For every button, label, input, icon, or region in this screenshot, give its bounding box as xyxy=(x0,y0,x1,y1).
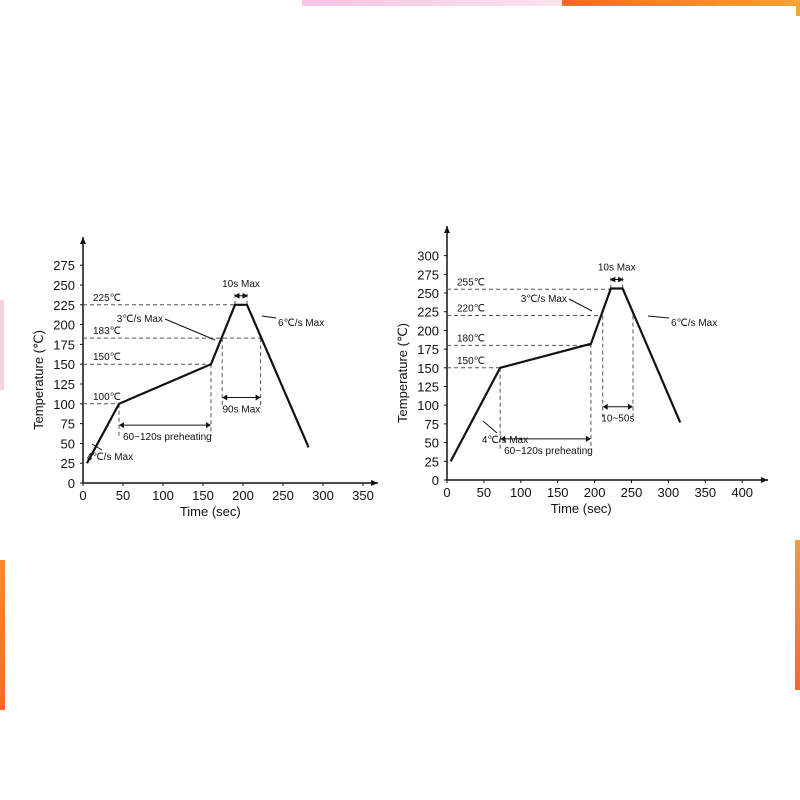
chart2-y-tick-label: 25 xyxy=(425,454,439,469)
chart2-x-tick-label: 50 xyxy=(477,485,491,500)
chart1-x-axis-label: Time (sec) xyxy=(180,504,241,519)
chart1-y-tick-label: 275 xyxy=(53,258,75,273)
chart1-y-tick-label: 75 xyxy=(61,417,75,432)
chart1-level-label: 225℃ xyxy=(93,293,121,304)
chart1-x-tick-label: 50 xyxy=(116,488,130,503)
chart1-x-tick-label: 300 xyxy=(312,488,334,503)
chart1-x-tick-label: 250 xyxy=(272,488,294,503)
chart2-y-tick-label: 150 xyxy=(417,361,439,376)
chart1-x-tick-label: 0 xyxy=(79,488,86,503)
chart2-y-tick-label: 125 xyxy=(417,380,439,395)
chart1-initial-ramp-label: 4℃/s Max xyxy=(87,452,133,463)
chart2-y-tick-label: 250 xyxy=(417,286,439,301)
chart2-x-tick-label: 350 xyxy=(694,485,716,500)
chart1-ramp-up-label: 3℃/s Max xyxy=(117,314,163,325)
chart2-initial-ramp-pointer xyxy=(482,420,498,434)
chart2-liquidus-label: 10~50s xyxy=(601,414,634,425)
chart1-preheat-label: 60~120s preheating xyxy=(123,432,212,443)
chart1-y-tick-label: 200 xyxy=(53,318,75,333)
chart2-x-axis-label: Time (sec) xyxy=(551,501,612,516)
chart2-x-tick-label: 300 xyxy=(658,485,680,500)
chart1-peak-label: 10s Max xyxy=(222,279,260,290)
chart2-y-tick-label: 75 xyxy=(425,417,439,432)
chart2-x-tick-label: 250 xyxy=(621,485,643,500)
chart1-ramp-down-label: 6℃/s Max xyxy=(278,318,324,329)
chart2-level-label: 255℃ xyxy=(457,277,485,288)
chart2-y-tick-label: 200 xyxy=(417,323,439,338)
chart2-peak-label: 10s Max xyxy=(598,263,636,274)
chart1-y-tick-label: 225 xyxy=(53,298,75,313)
decor-edge-left-pink xyxy=(0,300,4,390)
chart1-x-tick-label: 150 xyxy=(192,488,214,503)
chart2-y-tick-label: 50 xyxy=(425,436,439,451)
chart2-x-tick-label: 400 xyxy=(731,485,753,500)
decor-edge-right xyxy=(795,540,800,690)
decor-edge-left xyxy=(0,560,5,710)
chart2-y-tick-label: 300 xyxy=(417,249,439,264)
chart1-y-tick-label: 125 xyxy=(53,377,75,392)
chart2-ramp-up-label: 3℃/s Max xyxy=(521,294,567,305)
chart2-ramp-up-pointer xyxy=(568,298,593,312)
chart2-y-axis-arrow xyxy=(444,226,450,233)
chart1-ramp-down-pointer xyxy=(261,315,277,319)
chart1-ramp-up-pointer xyxy=(164,318,216,341)
chart1-y-axis-arrow xyxy=(80,237,86,244)
chart2-y-tick-label: 0 xyxy=(432,473,439,488)
chart2-profile-line xyxy=(449,287,682,462)
chart2-level-label: 220℃ xyxy=(457,303,485,314)
chart1-x-tick-label: 100 xyxy=(152,488,174,503)
chart2-y-tick-label: 275 xyxy=(417,267,439,282)
chart2-y-axis-label: Temperature (℃) xyxy=(395,323,410,423)
chart1-initial-ramp-pointer xyxy=(91,443,103,451)
chart2-ramp-down-pointer xyxy=(647,315,670,319)
chart2-initial-ramp-label: 4℃/s Max xyxy=(482,435,528,446)
chart1-x-tick-label: 200 xyxy=(232,488,254,503)
chart1-x-tick-label: 350 xyxy=(352,488,374,503)
chart1-level-label: 150℃ xyxy=(93,352,121,363)
chart1-y-tick-label: 175 xyxy=(53,337,75,352)
chart2-preheat-label: 60~120s preheating xyxy=(504,446,593,457)
chart1-x-axis-arrow xyxy=(371,480,378,486)
chart2-x-tick-label: 100 xyxy=(510,485,532,500)
chart1-y-tick-label: 100 xyxy=(53,397,75,412)
chart2-y-tick-label: 225 xyxy=(417,305,439,320)
chart2-peak-arrow xyxy=(609,276,624,283)
chart2-x-tick-label: 150 xyxy=(547,485,569,500)
chart1-y-tick-label: 50 xyxy=(61,436,75,451)
chart1-level-label: 183℃ xyxy=(93,326,121,337)
chart1-profile-line xyxy=(86,303,310,464)
chart1-liquidus-label: 90s Max xyxy=(223,404,261,415)
chart1-level-label: 100℃ xyxy=(93,392,121,403)
chart1-y-axis-label: Temperature (℃) xyxy=(31,330,46,430)
chart1-peak-arrow xyxy=(233,292,249,299)
decor-strip-pink xyxy=(302,0,562,6)
chart2-y-tick-label: 100 xyxy=(417,398,439,413)
chart2-y-tick-label: 175 xyxy=(417,342,439,357)
chart2-x-tick-label: 200 xyxy=(584,485,606,500)
decor-strip-corner xyxy=(796,6,800,16)
chart1-y-tick-label: 150 xyxy=(53,357,75,372)
chart2-level-label: 150℃ xyxy=(457,356,485,367)
chart2-x-axis-arrow xyxy=(761,477,768,483)
chart1-y-tick-label: 25 xyxy=(61,456,75,471)
chart1-y-tick-label: 0 xyxy=(68,476,75,491)
decor-strip-orange xyxy=(562,0,800,6)
chart1-y-tick-label: 250 xyxy=(53,278,75,293)
chart2-ramp-down-label: 6℃/s Max xyxy=(671,318,717,329)
chart2-level-label: 180℃ xyxy=(457,333,485,344)
chart2-x-tick-label: 0 xyxy=(443,485,450,500)
